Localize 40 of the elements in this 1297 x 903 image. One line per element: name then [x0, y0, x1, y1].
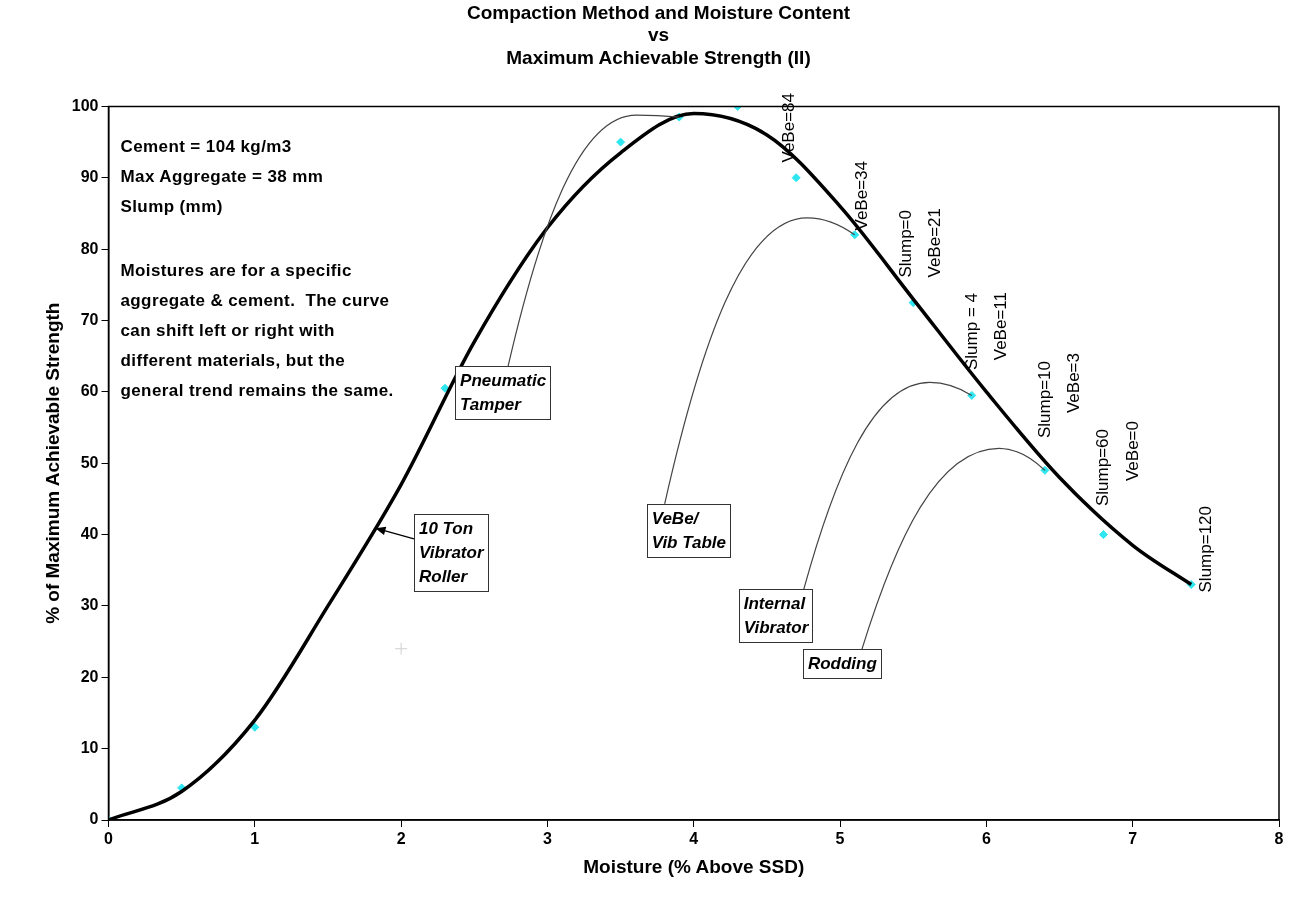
annotation: VeBe=34: [852, 161, 871, 231]
annotation: Moistures are for a specific aggregate & cement. The curve can shift left or right with different materials, but the general trend remains the same.: [120, 260, 395, 403]
y-tick-label: 40: [80, 524, 99, 542]
annotation: VeBe=0: [1122, 421, 1142, 482]
annotation: Rodding: [802, 649, 882, 680]
annotation: Internal Vibrator: [738, 589, 814, 644]
x-tick-label: 1: [250, 830, 260, 848]
annotation: VeBe=3: [1064, 353, 1084, 414]
x-tick-label: 7: [1128, 830, 1138, 848]
y-tick-label: 20: [80, 667, 99, 685]
x-axis-title: Moisture (% Above SSD): [583, 855, 805, 877]
x-tick-label: 0: [104, 830, 114, 848]
x-tick-label: 8: [1274, 830, 1284, 848]
annotation: VeBe=11: [991, 291, 1010, 360]
x-tick-label: 6: [981, 830, 991, 848]
y-tick-label: 30: [80, 596, 99, 614]
annotation: Pneumatic Tamper: [455, 366, 552, 421]
y-tick-label: 90: [80, 168, 99, 186]
annotation: VeBe/ Vib Table: [646, 503, 731, 558]
annotation: Slump=60: [1093, 429, 1113, 507]
annotation: Slump=0: [895, 209, 915, 278]
x-tick-label: 2: [396, 830, 406, 848]
annotation: Slump=10: [1034, 361, 1054, 439]
annotation: Slump=120: [1195, 505, 1215, 593]
y-tick-label: 60: [80, 382, 99, 400]
y-tick-label: 100: [71, 96, 99, 114]
y-axis-title: % of Maximum Achievable Strength: [41, 302, 63, 624]
x-tick-label: 3: [542, 830, 552, 848]
y-tick-label: 80: [80, 239, 99, 257]
chart-title: Compaction Method and Moisture Content vs Maximum Achievable Strength (II): [466, 1, 851, 69]
annotation: Slump = 4: [961, 293, 981, 371]
annotation: 10 Ton Vibrator Roller: [413, 513, 489, 592]
annotation: Cement = 104 kg/m3 Max Aggregate = 38 mm Slump (mm): [120, 136, 325, 219]
annotation: VeBe=21: [924, 207, 944, 278]
x-tick-label: 4: [689, 830, 699, 848]
y-tick-label: 0: [89, 810, 99, 828]
y-tick-label: 50: [80, 453, 99, 471]
x-tick-label: 5: [835, 830, 845, 848]
y-tick-label: 70: [80, 310, 99, 328]
y-tick-label: 10: [80, 739, 99, 757]
